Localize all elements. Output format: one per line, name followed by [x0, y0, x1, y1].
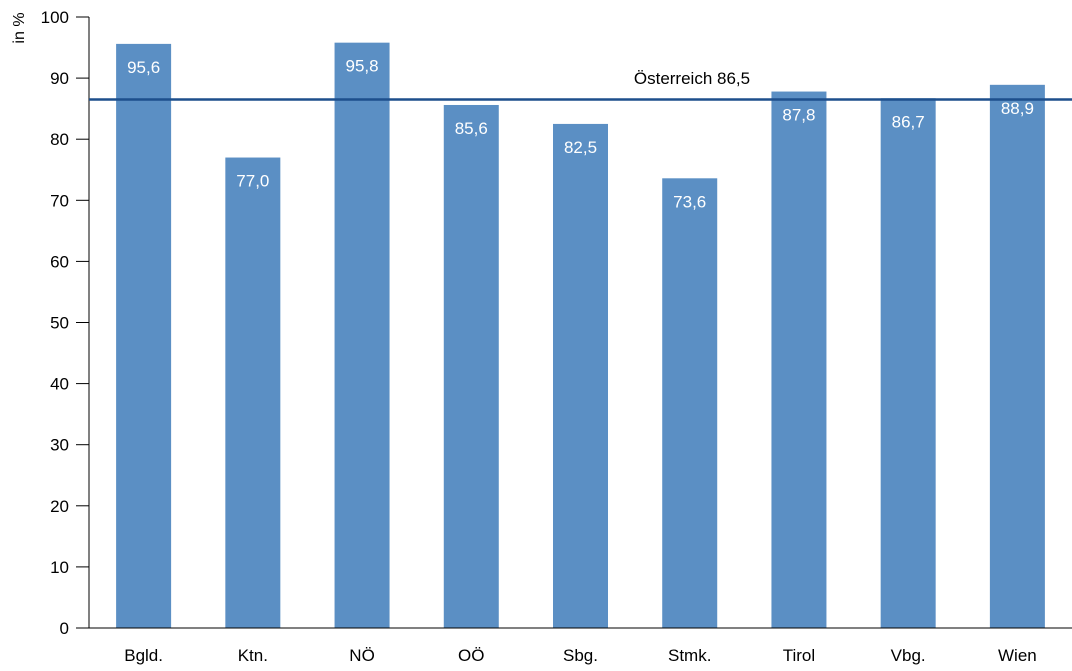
x-tick-label: Tirol — [783, 646, 815, 665]
x-axis: Bgld. Ktn. NÖ OÖ Sbg. Stmk. Tirol Vbg. Wien — [89, 627, 1072, 665]
y-tick-label: 90 — [50, 69, 69, 88]
bar-value-label: 95,8 — [346, 57, 379, 76]
bar — [662, 178, 718, 628]
x-tick-label: Wien — [998, 646, 1037, 665]
bar — [443, 104, 499, 628]
y-tick-label: 80 — [50, 130, 69, 149]
bar-value-label: 87,8 — [782, 106, 815, 125]
bar — [553, 123, 608, 629]
bar-value-label: 77,0 — [236, 172, 269, 191]
y-tick-label: 10 — [50, 558, 69, 577]
x-tick-label: Stmk. — [668, 646, 711, 665]
y-tick-label: 30 — [50, 436, 69, 455]
bar — [771, 91, 827, 629]
bar-value-label: 73,6 — [673, 192, 706, 211]
x-tick-label: NÖ — [349, 646, 375, 665]
x-tick-label: Ktn. — [238, 646, 268, 665]
bar — [334, 42, 390, 629]
bar — [225, 157, 281, 628]
bar-value-label: 88,9 — [1001, 99, 1034, 118]
bar-value-label: 85,6 — [455, 119, 488, 138]
x-tick-label: Bgld. — [124, 646, 163, 665]
bar-value-label: 86,7 — [892, 112, 925, 131]
y-tick-label: 0 — [60, 619, 69, 638]
bar — [880, 98, 936, 628]
y-tick-label: 50 — [50, 314, 69, 333]
y-tick-label: 40 — [50, 375, 69, 394]
x-tick-label: OÖ — [458, 646, 484, 665]
x-tick-label: Sbg. — [563, 646, 598, 665]
y-axis: 0 10 20 30 40 50 60 70 80 90 100 — [41, 8, 90, 638]
y-tick-label: 70 — [50, 191, 69, 210]
y-tick-label: 100 — [41, 8, 69, 27]
reference-line-group: Österreich 86,5 — [89, 67, 1072, 101]
bar-value-label: 82,5 — [564, 138, 597, 157]
bar — [116, 43, 172, 629]
bar-value-label: 95,6 — [127, 58, 160, 77]
y-tick-label: 20 — [50, 497, 69, 516]
y-axis-label: in % — [11, 12, 28, 43]
bars: 95,6 77,0 95,8 85,6 82,5 73,6 87,8 86,7 88,9 — [116, 42, 1045, 629]
reference-label-background — [614, 67, 770, 90]
y-tick-label: 60 — [50, 252, 69, 271]
x-tick-label: Vbg. — [891, 646, 926, 665]
bar — [989, 84, 1045, 629]
reference-line-label: Österreich 86,5 — [634, 69, 750, 88]
